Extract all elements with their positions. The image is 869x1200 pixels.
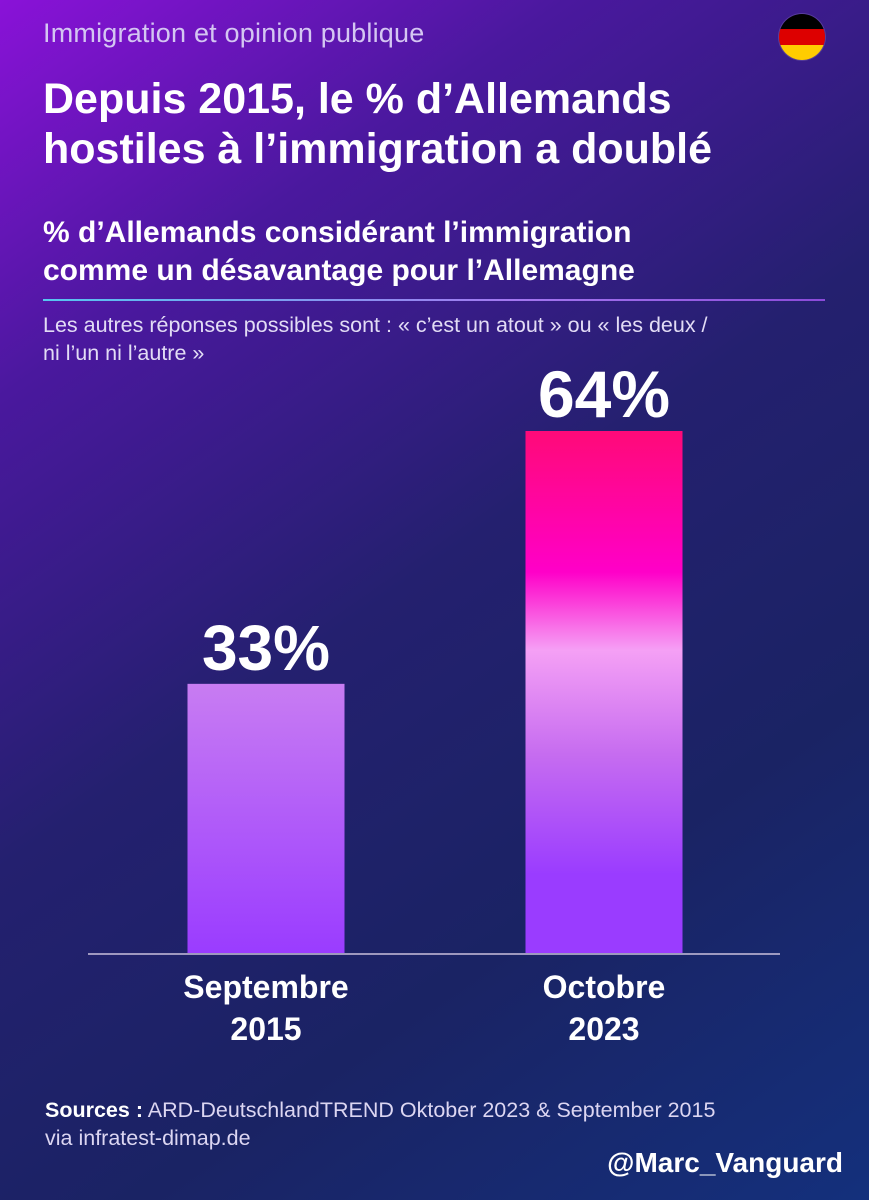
flag-stripe-red: [779, 29, 825, 45]
subtitle-line-2: comme un désavantage pour l’Allemagne: [43, 254, 635, 287]
germany-flag-icon: [779, 14, 825, 60]
author-handle: @Marc_Vanguard: [607, 1147, 843, 1178]
answer-options-note: Les autres réponses possibles sont : « c…: [43, 311, 843, 367]
sources-label: Sources :: [45, 1098, 143, 1122]
subtitle-line-1: % d’Allemands considérant l’immigration: [43, 216, 632, 249]
chart-subtitle: % d’Allemands considérant l’immigration …: [43, 214, 843, 290]
headline-line-1: Depuis 2015, le % d’Allemands: [43, 75, 672, 123]
sources-note: Sources : ARD-DeutschlandTREND Oktober 2…: [45, 1096, 845, 1152]
headline: Depuis 2015, le % d’Allemands hostiles à…: [43, 74, 843, 174]
note-line-1: Les autres réponses possibles sont : « c…: [43, 313, 708, 337]
headline-line-2: hostiles à l’immigration a doublé: [43, 125, 712, 173]
note-line-2: ni l’un ni l’autre »: [43, 341, 205, 365]
sources-text: ARD-DeutschlandTREND Oktober 2023 & Sept…: [147, 1098, 716, 1122]
data-label-0: 33%: [202, 612, 330, 684]
bar-1: [525, 431, 683, 953]
sources-line-2: via infratest-dimap.de: [45, 1126, 251, 1150]
category-label-0-line-0: Septembre: [183, 969, 348, 1005]
data-label-1: 64%: [538, 357, 670, 431]
kicker-label: Immigration et opinion publique: [43, 18, 425, 48]
bar-0: [187, 683, 345, 953]
category-label-1-line-1: 2023: [568, 1011, 639, 1047]
flag-stripe-gold: [779, 44, 825, 60]
divider-rule: [43, 299, 825, 301]
category-label-0-line-1: 2015: [230, 1011, 301, 1047]
flag-stripe-black: [779, 14, 825, 30]
category-label-1-line-0: Octobre: [543, 969, 666, 1005]
